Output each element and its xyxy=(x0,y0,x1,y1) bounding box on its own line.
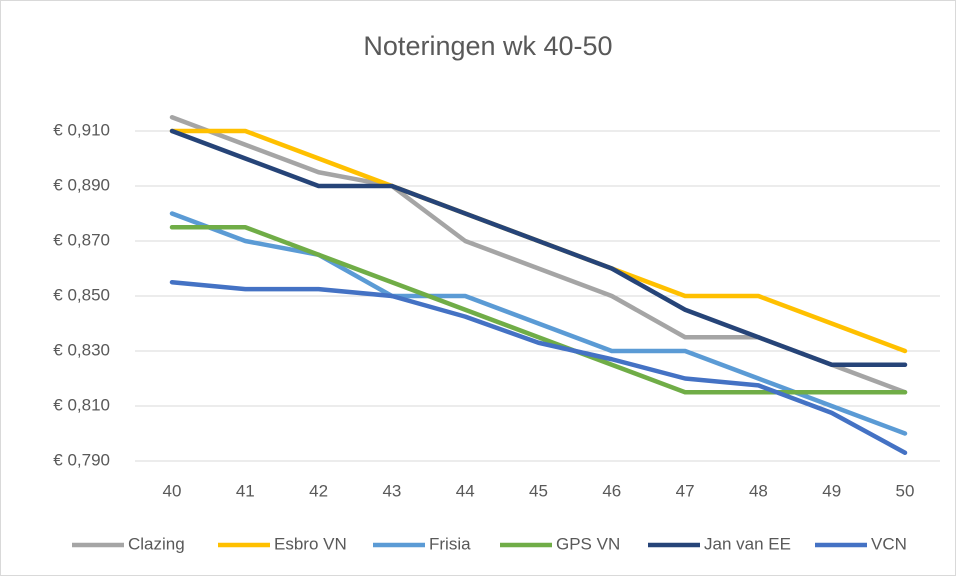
legend-label: Frisia xyxy=(429,534,471,553)
x-tick-label: 44 xyxy=(456,481,475,500)
x-tick-label: 40 xyxy=(163,481,182,500)
legend-label: Jan van EE xyxy=(704,534,791,553)
y-tick-label: € 0,850 xyxy=(53,285,110,304)
x-tick-label: 42 xyxy=(309,481,328,500)
y-tick-label: € 0,790 xyxy=(53,450,110,469)
y-tick-label: € 0,890 xyxy=(53,175,110,194)
y-tick-label: € 0,830 xyxy=(53,340,110,359)
x-tick-label: 49 xyxy=(822,481,841,500)
legend-label: Esbro VN xyxy=(274,534,347,553)
x-tick-label: 46 xyxy=(602,481,621,500)
y-tick-label: € 0,870 xyxy=(53,230,110,249)
x-tick-label: 43 xyxy=(382,481,401,500)
legend-label: GPS VN xyxy=(556,534,620,553)
series-line xyxy=(169,211,908,436)
y-tick-label: € 0,810 xyxy=(53,395,110,414)
legend-label: Clazing xyxy=(128,534,185,553)
chart-title: Noteringen wk 40-50 xyxy=(363,31,612,61)
y-tick-label: € 0,910 xyxy=(53,120,110,139)
legend-label: VCN xyxy=(871,534,907,553)
x-tick-label: 50 xyxy=(896,481,915,500)
x-tick-label: 41 xyxy=(236,481,255,500)
x-tick-label: 48 xyxy=(749,481,768,500)
series-line xyxy=(169,128,908,367)
x-tick-label: 45 xyxy=(529,481,548,500)
series-line xyxy=(169,280,908,455)
x-tick-label: 47 xyxy=(676,481,695,500)
